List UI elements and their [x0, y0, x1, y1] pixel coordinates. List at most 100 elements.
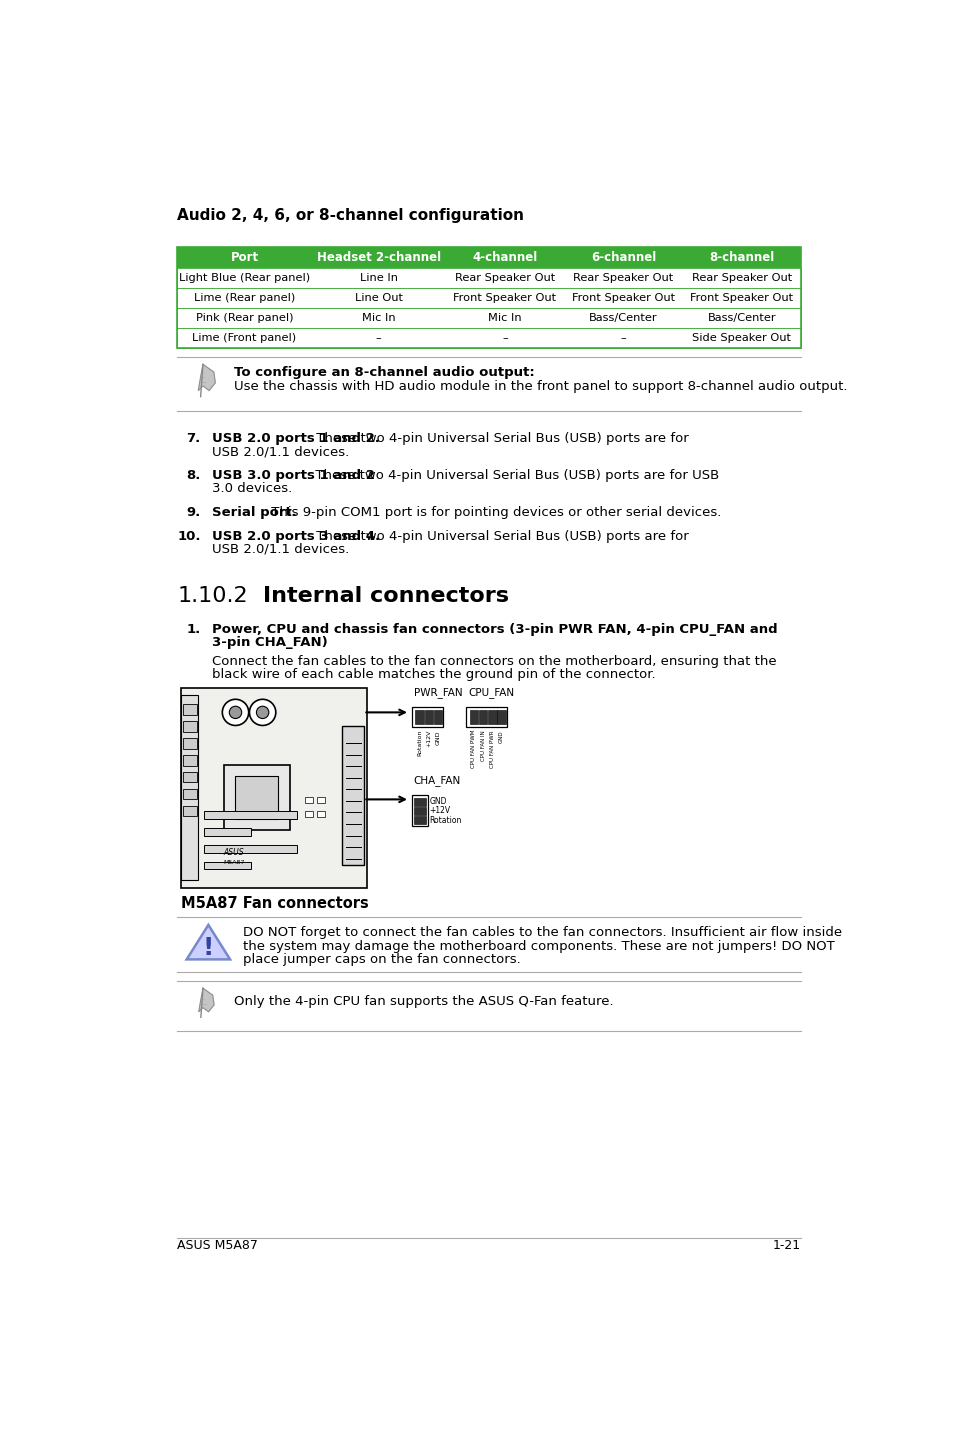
Bar — [414, 798, 426, 806]
Text: USB 2.0 ports 1 and 2.: USB 2.0 ports 1 and 2. — [212, 432, 379, 445]
Text: Bass/Center: Bass/Center — [707, 314, 776, 324]
Text: Bass/Center: Bass/Center — [589, 314, 657, 324]
Text: Only the 4-pin CPU fan supports the ASUS Q-Fan feature.: Only the 4-pin CPU fan supports the ASUS… — [233, 995, 613, 1008]
Bar — [342, 726, 364, 865]
Text: Audio 2, 4, 6, or 8-channel configuration: Audio 2, 4, 6, or 8-channel configuratio… — [177, 209, 524, 223]
Bar — [177, 246, 801, 268]
Circle shape — [256, 706, 269, 719]
Text: CPU FAN IN: CPU FAN IN — [480, 730, 485, 760]
Text: Headset 2-channel: Headset 2-channel — [316, 251, 440, 263]
Text: 7.: 7. — [186, 432, 200, 445]
Text: Line Out: Line Out — [355, 294, 402, 304]
Circle shape — [229, 706, 241, 719]
Text: These two 4-pin Universal Serial Bus (USB) ports are for: These two 4-pin Universal Serial Bus (US… — [312, 432, 688, 445]
Text: 1-21: 1-21 — [772, 1239, 801, 1252]
Text: USB 2.0/1.1 devices.: USB 2.0/1.1 devices. — [212, 445, 349, 458]
Bar — [204, 845, 297, 852]
Text: Mic In: Mic In — [488, 314, 521, 324]
Text: GND: GND — [436, 730, 440, 745]
Text: +12V: +12V — [426, 730, 431, 748]
Text: 1.: 1. — [186, 623, 200, 636]
Text: USB 3.0 ports 1 and 2: USB 3.0 ports 1 and 2 — [212, 470, 375, 483]
Text: GND: GND — [498, 730, 504, 743]
Bar — [177, 268, 801, 288]
Text: place jumper caps on the fan connectors.: place jumper caps on the fan connectors. — [243, 952, 520, 965]
Text: Internal connectors: Internal connectors — [262, 586, 508, 606]
Bar — [183, 720, 196, 732]
Circle shape — [249, 699, 275, 726]
Text: 4-channel: 4-channel — [472, 251, 537, 263]
Text: CPU FAN PWM: CPU FAN PWM — [471, 730, 476, 769]
Text: USB 2.0/1.1 devices.: USB 2.0/1.1 devices. — [212, 543, 349, 556]
Bar — [177, 328, 801, 348]
Bar — [177, 246, 801, 348]
Bar — [177, 288, 801, 308]
Text: PWR_FAN: PWR_FAN — [414, 687, 462, 697]
Text: Use the chassis with HD audio module in the front panel to support 8-channel aud: Use the chassis with HD audio module in … — [233, 379, 846, 392]
Text: Mic In: Mic In — [361, 314, 395, 324]
Bar — [181, 696, 198, 881]
Text: –: – — [375, 334, 381, 344]
Bar — [412, 707, 443, 727]
Text: !: ! — [202, 937, 213, 959]
Text: –: – — [619, 334, 626, 344]
Text: CHA_FAN: CHA_FAN — [414, 775, 460, 786]
Bar — [414, 808, 426, 815]
Text: black wire of each cable matches the ground pin of the connector.: black wire of each cable matches the gro… — [212, 669, 656, 682]
Text: GND: GND — [429, 798, 446, 806]
Text: Front Speaker Out: Front Speaker Out — [453, 294, 556, 304]
Bar — [305, 811, 313, 818]
Text: 1.10.2: 1.10.2 — [177, 586, 248, 606]
Bar — [305, 798, 313, 803]
Bar — [224, 765, 290, 831]
Bar — [412, 795, 427, 826]
Bar — [183, 806, 196, 816]
Circle shape — [222, 699, 249, 726]
Text: ASUS M5A87: ASUS M5A87 — [177, 1239, 258, 1252]
Text: Rear Speaker Out: Rear Speaker Out — [691, 274, 791, 284]
Bar — [183, 772, 196, 782]
Text: 9.: 9. — [186, 505, 200, 518]
Text: Rotation: Rotation — [429, 816, 461, 825]
Text: Lime (Front panel): Lime (Front panel) — [193, 334, 296, 344]
Text: Rear Speaker Out: Rear Speaker Out — [455, 274, 555, 284]
Text: Lime (Rear panel): Lime (Rear panel) — [193, 294, 294, 304]
Bar — [183, 737, 196, 749]
Bar — [183, 789, 196, 799]
Text: 8-channel: 8-channel — [709, 251, 774, 263]
Text: 10.: 10. — [177, 530, 200, 543]
Text: CPU_FAN: CPU_FAN — [468, 687, 514, 697]
Text: Front Speaker Out: Front Speaker Out — [571, 294, 675, 304]
Bar — [488, 710, 497, 725]
Bar — [204, 811, 297, 819]
Text: Line In: Line In — [359, 274, 397, 284]
Text: the system may damage the motherboard components. These are not jumpers! DO NOT: the system may damage the motherboard co… — [243, 939, 834, 952]
Text: Side Speaker Out: Side Speaker Out — [692, 334, 791, 344]
Bar — [204, 862, 251, 869]
Bar — [478, 710, 487, 725]
Text: Serial port.: Serial port. — [212, 505, 296, 518]
Text: 3.0 devices.: 3.0 devices. — [212, 483, 293, 495]
Text: Rear Speaker Out: Rear Speaker Out — [573, 274, 673, 284]
Text: Front Speaker Out: Front Speaker Out — [690, 294, 793, 304]
Text: 6-channel: 6-channel — [590, 251, 656, 263]
Text: M5A87: M5A87 — [224, 859, 245, 865]
Polygon shape — [187, 925, 230, 959]
Text: . These two 4-pin Universal Serial Bus (USB) ports are for USB: . These two 4-pin Universal Serial Bus (… — [307, 470, 719, 483]
Polygon shape — [198, 988, 213, 1012]
Bar — [235, 776, 278, 819]
Text: 8.: 8. — [186, 470, 200, 483]
Bar — [183, 705, 196, 715]
Bar — [424, 710, 433, 725]
Text: DO NOT forget to connect the fan cables to the fan connectors. Insufficient air : DO NOT forget to connect the fan cables … — [243, 927, 841, 939]
Text: 3-pin CHA_FAN): 3-pin CHA_FAN) — [212, 636, 328, 649]
Text: Pink (Rear panel): Pink (Rear panel) — [195, 314, 293, 324]
Text: Port: Port — [230, 251, 258, 263]
Bar — [415, 710, 423, 725]
Bar — [414, 816, 426, 823]
Text: Rotation: Rotation — [416, 730, 421, 756]
Text: +12V: +12V — [429, 806, 450, 815]
Text: This 9-pin COM1 port is for pointing devices or other serial devices.: This 9-pin COM1 port is for pointing dev… — [267, 505, 720, 518]
Text: –: – — [501, 334, 507, 344]
Text: Power, CPU and chassis fan connectors (3-pin PWR FAN, 4-pin CPU_FAN and: Power, CPU and chassis fan connectors (3… — [212, 623, 777, 636]
